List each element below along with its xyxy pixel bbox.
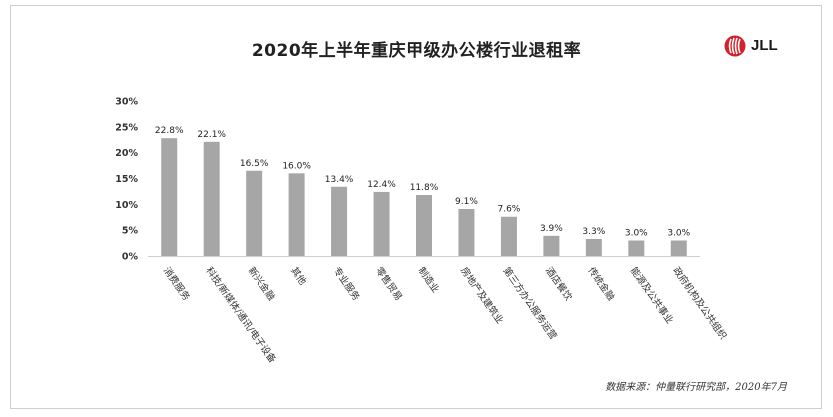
bar — [670, 240, 687, 256]
y-axis: 0% 5% 10% 15% 20% 25% 30% — [115, 97, 700, 263]
data-label: 16.0% — [282, 161, 311, 171]
x-tick-label: 其他 — [288, 265, 309, 288]
data-label: 7.6% — [497, 205, 520, 215]
data-source: 数据来源：仲量联行研究部，2020年7月 — [605, 382, 787, 393]
bar — [246, 170, 263, 256]
x-tick-label: 政府机构及公共组织 — [670, 265, 729, 342]
data-label: 3.3% — [582, 227, 605, 237]
bars — [161, 138, 687, 256]
y-tick-label: 25% — [115, 122, 138, 133]
bar — [373, 191, 390, 256]
x-tick-label: 酒店餐饮 — [543, 265, 575, 303]
bar — [416, 195, 432, 256]
jll-logo-text: JLL — [751, 37, 778, 54]
data-label: 12.4% — [367, 180, 396, 190]
x-tick-label: 专业服务 — [331, 265, 363, 303]
x-tick-label: 消费服务 — [161, 265, 193, 303]
y-tick-label: 0% — [122, 252, 139, 263]
data-label: 3.9% — [540, 224, 563, 234]
data-label: 3.0% — [625, 229, 648, 239]
bar — [543, 235, 560, 256]
bar — [161, 138, 178, 256]
bar — [500, 216, 517, 256]
x-tick-label: 科技/新媒体/通讯/电子设备 — [203, 265, 279, 366]
jll-logo: JLL — [724, 35, 794, 57]
data-label: 13.4% — [325, 175, 354, 185]
y-tick-label: 5% — [122, 226, 139, 237]
y-tick-label: 10% — [115, 200, 138, 211]
x-tick-label: 房地产及建筑业 — [458, 265, 506, 326]
x-tick-label: 制造业 — [416, 265, 442, 295]
bar — [458, 208, 475, 256]
chart-title: 2020年上半年重庆甲级办公楼行业退租率 — [251, 41, 582, 61]
jll-logo-icon — [724, 35, 746, 57]
data-label: 22.8% — [155, 126, 184, 136]
bar — [628, 240, 645, 256]
data-label: 9.1% — [455, 197, 478, 207]
y-tick-label: 30% — [115, 97, 138, 108]
data-label: 22.1% — [197, 130, 226, 140]
data-label: 16.5% — [240, 159, 269, 169]
x-tick-label: 传统金融 — [585, 265, 617, 303]
bar — [585, 238, 602, 256]
bar — [288, 173, 305, 256]
bar — [331, 186, 348, 256]
x-tick-label: 零售贸易 — [373, 265, 405, 303]
y-tick-label: 15% — [115, 174, 138, 185]
data-labels: 22.8% 22.1% 16.5% 16.0% 13.4% 12.4% 11.8% 9.1% 7… — [155, 126, 691, 238]
x-tick-label: 能源及公共事业 — [628, 265, 676, 326]
data-label: 11.8% — [410, 183, 439, 193]
y-tick-label: 20% — [115, 148, 138, 159]
x-tick-label: 新兴金融 — [246, 265, 278, 303]
bar — [203, 141, 220, 256]
data-label: 3.0% — [667, 229, 690, 239]
